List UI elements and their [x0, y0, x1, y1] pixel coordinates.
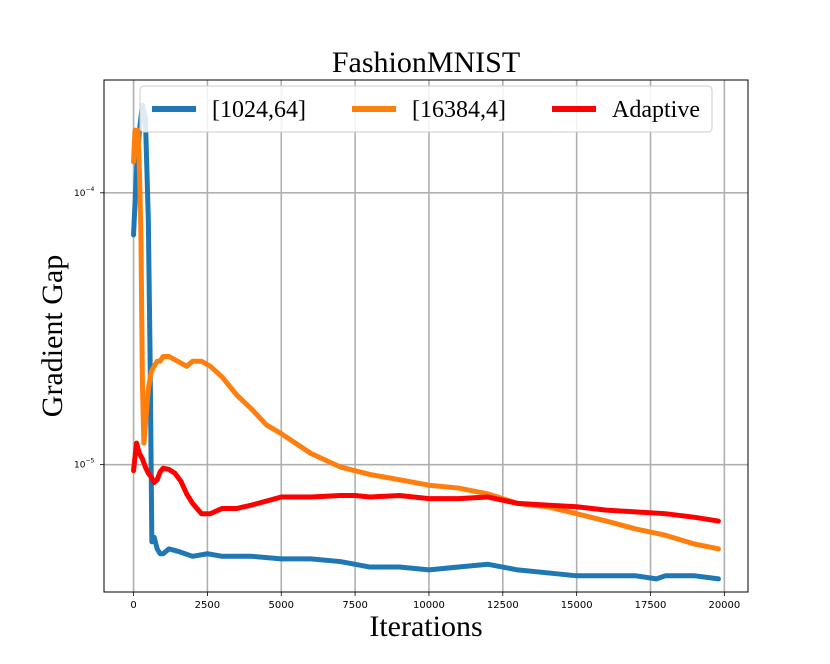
x-tick-label-15000: 15000 — [561, 600, 593, 611]
series-lines — [131, 102, 721, 582]
y-axis-ticks: 10−4 10−5 — [74, 186, 104, 471]
y-tick-label-1: 10−4 — [74, 186, 94, 199]
legend-label-1024-64: [1024,64] — [212, 97, 306, 123]
series-line-1024-64 — [131, 102, 721, 582]
legend-label-16384-4: [16384,4] — [412, 97, 506, 123]
y-tick-label-2: 10−5 — [74, 458, 94, 471]
x-tick-label-7500: 7500 — [342, 600, 367, 611]
x-tick-label-2500: 2500 — [195, 600, 220, 611]
legend: [1024,64] [16384,4] Adaptive — [139, 85, 713, 133]
legend-label-adaptive: Adaptive — [612, 97, 700, 123]
plot-frame — [103, 79, 749, 593]
x-tick-label-12500: 12500 — [487, 600, 519, 611]
x-tick-label-5000: 5000 — [269, 600, 294, 611]
legend-box — [139, 85, 713, 133]
chart-title: FashionMNIST — [332, 46, 520, 79]
series-line-adaptive — [131, 440, 721, 524]
x-tick-label-0: 0 — [130, 600, 136, 611]
x-axis-label: Iterations — [369, 610, 482, 643]
x-tick-label-10000: 10000 — [413, 600, 445, 611]
x-tick-label-20000: 20000 — [708, 600, 740, 611]
grid-lines — [104, 80, 748, 592]
y-axis-label: Gradient Gap — [36, 255, 69, 417]
x-tick-label-17500: 17500 — [635, 600, 667, 611]
x-axis-ticks: 0 2500 5000 7500 10000 12500 15000 17500 20000 — [130, 592, 740, 611]
